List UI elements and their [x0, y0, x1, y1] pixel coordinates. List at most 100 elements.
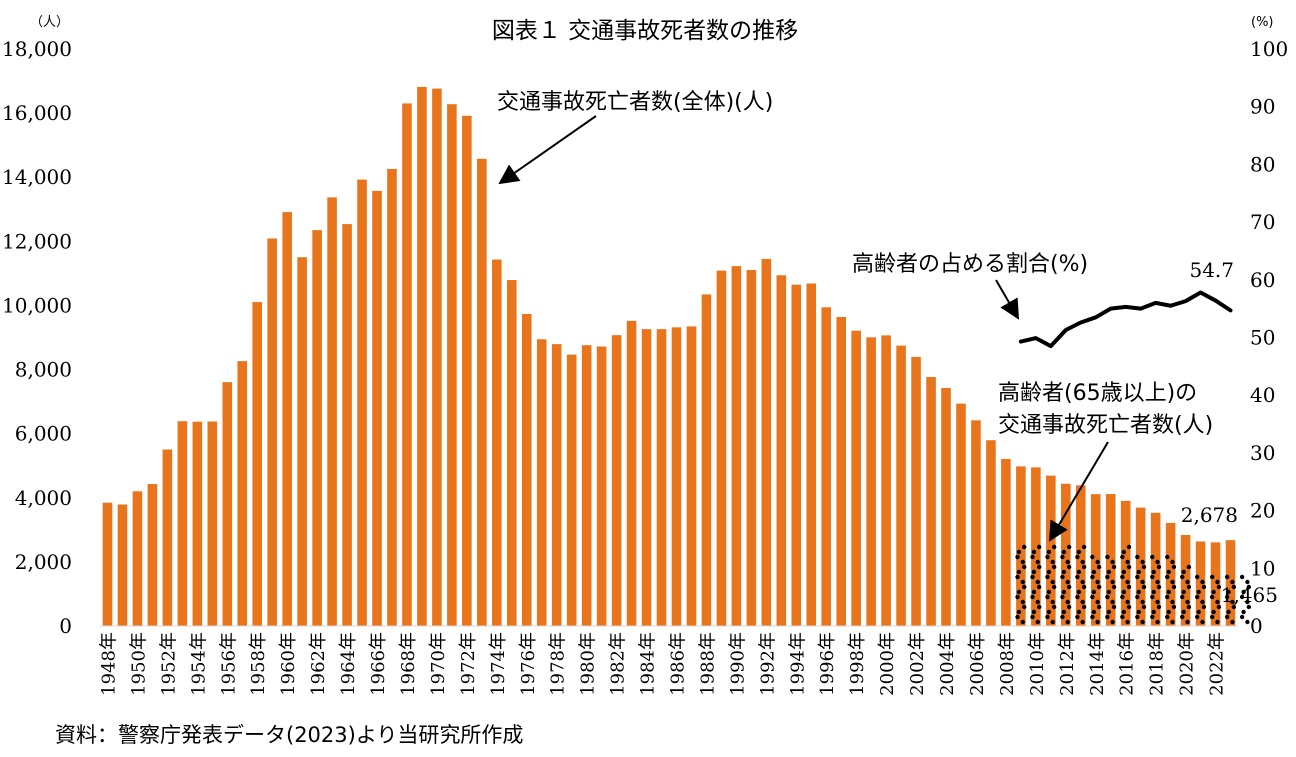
elderly-dot	[1046, 609, 1052, 615]
elderly-dot	[1141, 564, 1147, 570]
total-bar-1988年	[701, 294, 712, 626]
elderly-dot	[1135, 554, 1140, 560]
elderly-dot	[1037, 604, 1042, 610]
elderly-dot	[1201, 584, 1207, 590]
total-bar-1975年	[506, 280, 517, 626]
elderly-dot	[1156, 604, 1162, 610]
right-tick-label: 0	[1250, 614, 1263, 638]
elderly-dot	[1031, 589, 1037, 595]
total-bar-1993年	[776, 275, 787, 626]
elderly-dot	[1126, 564, 1132, 570]
total-bar-1970年	[432, 88, 442, 626]
total-bar-1955年	[207, 421, 218, 626]
elderly-dot	[1020, 599, 1025, 605]
total-bar-1967年	[387, 168, 397, 626]
elderly-dot	[1140, 619, 1145, 625]
left-tick-label: 12,000	[2, 229, 72, 253]
elderly-dot	[1016, 549, 1022, 555]
total-bar-2018年	[1150, 512, 1161, 626]
elderly-dot	[1121, 569, 1126, 575]
x-tick-label: 1950年	[128, 632, 149, 696]
elderly-dot	[1171, 584, 1177, 590]
elderly-dot	[1060, 594, 1065, 600]
total-bar-1964年	[342, 224, 352, 626]
elderly-dot	[1216, 604, 1222, 610]
elderly-dot	[1125, 599, 1130, 605]
left-tick-label: 6,000	[15, 422, 72, 446]
elderly-dot	[1090, 574, 1095, 580]
x-tick-label: 1948年	[98, 632, 119, 696]
elderly-dot	[1066, 544, 1072, 550]
elderly-dot	[1065, 579, 1070, 585]
total-bar-1973年	[477, 158, 487, 626]
total-bar-1989年	[716, 270, 727, 626]
elderly-dot	[1015, 554, 1020, 560]
elderly-dot	[1121, 589, 1126, 595]
x-tick-label: 2010年	[1027, 632, 1048, 696]
total-bar-1994年	[791, 284, 802, 626]
elderly-dot	[1105, 614, 1110, 620]
elderly-dot	[1231, 604, 1237, 610]
total-arrow	[498, 115, 597, 185]
elderly-dot	[1125, 559, 1130, 565]
total-bar-2005年	[956, 403, 966, 626]
elderly-dot	[1211, 589, 1216, 595]
elderly-dot	[1090, 614, 1095, 620]
elderly-dot	[1090, 594, 1095, 600]
x-tick-label: 1968年	[398, 632, 419, 696]
elderly-dot	[1231, 584, 1237, 590]
elderly-bar-2020年	[1180, 564, 1192, 625]
elderly-dot	[1181, 589, 1186, 595]
total-bar-1983年	[626, 320, 637, 626]
elderly-dot	[1245, 579, 1250, 585]
total-bar-1971年	[447, 104, 457, 627]
elderly-dot	[1230, 579, 1235, 585]
elderly-dot	[1031, 609, 1037, 615]
left-tick-label: 4,000	[15, 486, 72, 510]
elderly-dot	[1135, 574, 1140, 580]
right-tick-label: 100	[1250, 37, 1288, 61]
elderly-dot	[1209, 614, 1215, 620]
elderly-dot	[1051, 564, 1057, 570]
elderly-dot	[1095, 619, 1100, 625]
x-tick-label: 2016年	[1117, 632, 1138, 696]
elderly-dot	[1061, 569, 1067, 575]
elderly-dot	[1095, 599, 1100, 605]
elderly-dot	[1166, 589, 1171, 595]
elderly-dot	[1080, 559, 1085, 565]
elderly-dot	[1185, 619, 1190, 625]
elderly-ratio-line-group	[1018, 290, 1233, 349]
elderly-dot	[1140, 579, 1145, 585]
elderly-bar-2013年	[1075, 544, 1087, 625]
total-bar-1958年	[252, 302, 263, 626]
last-elderly-label: 1,465	[1221, 583, 1278, 607]
elderly-dot	[1045, 594, 1050, 600]
x-tick-label: 2018年	[1147, 632, 1168, 696]
elderly-series-label-line1: 高齢者(65歳以上)の	[998, 381, 1197, 406]
x-tick-label: 1984年	[638, 632, 659, 696]
total-bar-1949年	[117, 504, 128, 626]
right-tick-label: 30	[1250, 441, 1275, 465]
elderly-dot	[1155, 579, 1160, 585]
total-bar-2009年	[1016, 466, 1026, 626]
elderly-dot	[1126, 604, 1132, 610]
elderly-dot	[1216, 584, 1222, 590]
elderly-dot	[1106, 589, 1112, 595]
elderly-dot	[1150, 614, 1155, 620]
total-bar-1957年	[237, 361, 248, 626]
elderly-dot	[1075, 614, 1080, 620]
elderly-dot	[1096, 564, 1102, 570]
total-bar-1961年	[297, 257, 307, 626]
elderly-dot	[1180, 614, 1185, 620]
elderly-dot	[1141, 584, 1147, 590]
elderly-dot	[1016, 589, 1022, 595]
x-tick-label: 1996年	[817, 632, 838, 696]
x-axis-ticks: 1948年 1950年 1952年 1954年 1956年 1958年 1960年 1962年…	[98, 632, 1227, 696]
elderly-dot	[1224, 574, 1230, 580]
elderly-dot	[1080, 599, 1085, 605]
elderly-dot	[1151, 589, 1156, 595]
elderly-dot	[1080, 579, 1085, 585]
elderly-dot	[1030, 614, 1035, 620]
elderly-dot	[1050, 619, 1055, 625]
elderly-dot	[1046, 569, 1052, 575]
